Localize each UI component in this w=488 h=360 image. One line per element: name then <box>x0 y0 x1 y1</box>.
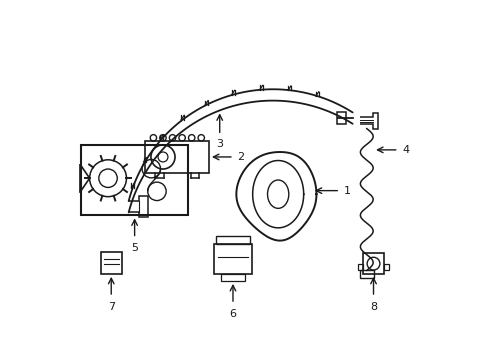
Bar <box>101 252 121 274</box>
Text: 7: 7 <box>107 302 115 311</box>
Bar <box>145 141 209 173</box>
Bar <box>216 236 249 244</box>
Bar <box>359 270 373 278</box>
Bar <box>214 244 251 274</box>
Text: 8: 8 <box>369 302 376 311</box>
Bar <box>81 145 187 215</box>
Text: 6: 6 <box>229 309 236 319</box>
Bar <box>363 253 383 274</box>
Bar <box>336 112 345 125</box>
Bar <box>383 264 388 270</box>
Bar <box>357 264 363 270</box>
Text: 4: 4 <box>402 145 408 155</box>
Text: 5: 5 <box>131 243 138 253</box>
Text: 2: 2 <box>237 152 244 162</box>
Text: 1: 1 <box>343 186 350 195</box>
Text: 3: 3 <box>216 139 223 149</box>
Bar <box>220 274 244 281</box>
